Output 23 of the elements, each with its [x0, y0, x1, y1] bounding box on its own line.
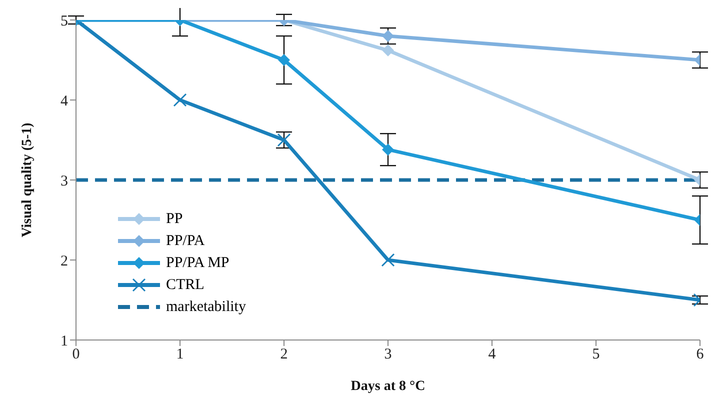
y-tick-label: 4	[60, 93, 68, 110]
x-tick-label: 3	[384, 346, 392, 363]
point	[173, 93, 187, 107]
point	[382, 144, 394, 156]
x-tick-label: 6	[696, 346, 704, 363]
x-tick-label: 4	[488, 346, 496, 363]
x-tick-label: 0	[72, 346, 80, 363]
y-tick-label: 3	[60, 173, 68, 190]
y-tick-label: 2	[60, 253, 68, 270]
point	[381, 253, 395, 267]
point	[278, 54, 290, 66]
y-tick-label: 1	[60, 333, 68, 350]
legend-label: PP/PA MP	[166, 254, 230, 272]
x-tick-label: 2	[280, 346, 288, 363]
x-tick-label: 5	[592, 346, 600, 363]
y-axis-title: Visual quality (5-1)	[20, 122, 35, 238]
legend-label: PP	[166, 210, 183, 228]
y-tick-label: 5	[60, 13, 68, 30]
legend-label: marketability	[166, 298, 246, 316]
x-tick-label: 1	[176, 346, 184, 363]
x-axis-title: Days at 8 °C	[350, 379, 426, 394]
legend-label: CTRL	[166, 276, 204, 294]
legend-label: PP/PA	[166, 232, 205, 250]
